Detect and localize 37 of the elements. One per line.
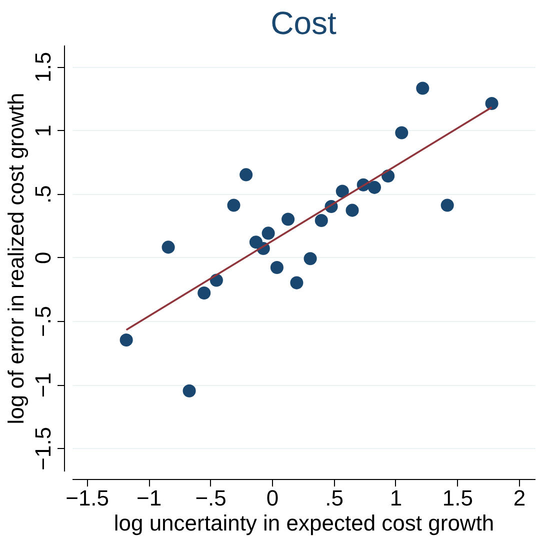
point xyxy=(290,276,304,290)
point xyxy=(227,198,240,212)
point xyxy=(336,184,349,198)
point xyxy=(440,198,454,212)
x-tick-label: −1.5 xyxy=(66,486,110,510)
y-tick-label: −1.5 xyxy=(30,426,56,470)
point xyxy=(198,286,211,300)
x-tick-label: 1.5 xyxy=(442,486,474,510)
x-tick-label: 0 xyxy=(266,486,279,510)
y-tick-label: −.5 xyxy=(30,306,56,338)
point xyxy=(162,240,175,254)
y-axis-title: log of error in realized cost growth xyxy=(4,92,28,424)
point xyxy=(416,82,430,95)
point xyxy=(368,180,382,194)
point xyxy=(182,384,196,398)
y-tick-label: 1 xyxy=(30,124,56,137)
chart-title: Cost xyxy=(270,5,337,41)
x-tick-label: 2 xyxy=(513,486,526,510)
x-tick-label: −.5 xyxy=(195,486,226,510)
x-axis-title: log uncertainty in expected cost growth xyxy=(114,510,494,536)
point xyxy=(485,96,498,110)
y-tick-label: 1.5 xyxy=(30,52,56,82)
point xyxy=(270,261,284,274)
x-tick-label: −1 xyxy=(136,486,162,510)
y-tick-label: −1 xyxy=(30,372,56,398)
x-tick-label: .5 xyxy=(325,486,344,510)
point xyxy=(346,204,359,217)
point xyxy=(120,334,133,347)
x-tick-label: 1 xyxy=(390,486,402,510)
point xyxy=(240,168,253,182)
point xyxy=(304,252,317,266)
point xyxy=(282,212,295,226)
y-tick-label: 0 xyxy=(30,252,56,264)
point xyxy=(262,226,275,240)
point xyxy=(395,126,408,140)
point xyxy=(314,214,328,227)
y-tick-label: .5 xyxy=(30,185,56,204)
